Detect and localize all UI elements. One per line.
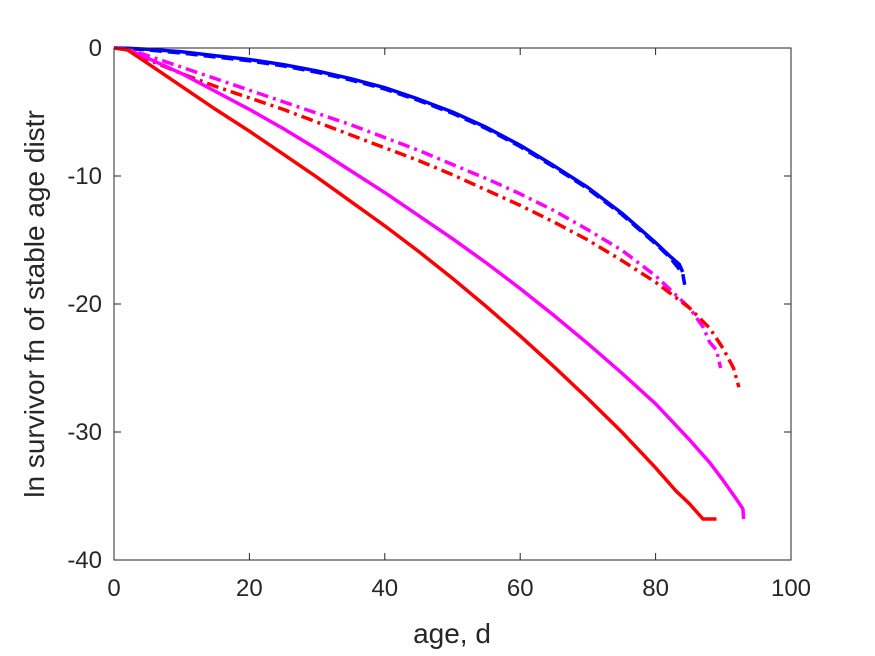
series-line-6 <box>113 46 717 521</box>
x-tick-label: 80 <box>642 575 669 602</box>
series-line-5 <box>113 46 746 520</box>
x-ticks: 0 20 40 60 80 100 <box>107 48 811 602</box>
y-axis-label: ln survivor fn of stable age distr <box>19 110 50 498</box>
y-tick-label: -30 <box>67 419 102 446</box>
y-ticks: 0 -10 -20 -30 -40 <box>67 35 791 574</box>
x-tick-label: 60 <box>507 575 534 602</box>
x-tick-label: 20 <box>236 575 263 602</box>
y-tick-label: 0 <box>89 35 102 62</box>
series-layer <box>113 46 746 521</box>
x-tick-label: 0 <box>107 575 120 602</box>
plot-area <box>114 48 791 560</box>
y-tick-label: -10 <box>67 163 102 190</box>
x-axis-label: age, d <box>413 618 491 649</box>
y-tick-label: -40 <box>67 547 102 574</box>
x-tick-label: 40 <box>371 575 398 602</box>
series-line-2 <box>113 46 687 286</box>
series-line-4 <box>113 46 741 388</box>
y-tick-label: -20 <box>67 291 102 318</box>
series-line-3 <box>113 46 723 369</box>
x-tick-label: 100 <box>771 575 811 602</box>
